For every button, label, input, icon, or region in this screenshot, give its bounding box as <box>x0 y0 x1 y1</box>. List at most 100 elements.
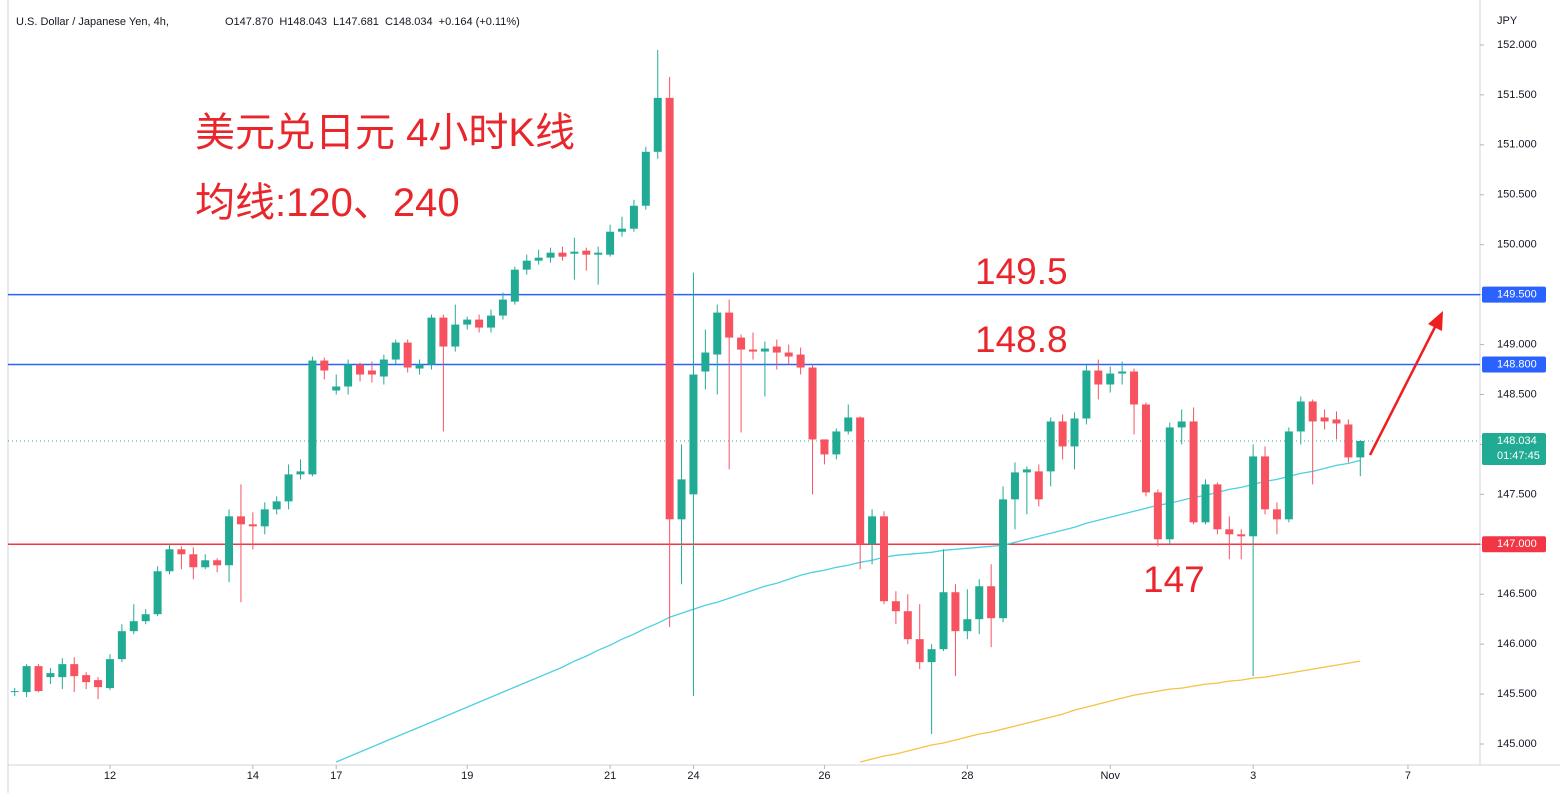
candle-body <box>367 370 376 375</box>
candle-body <box>105 659 114 689</box>
candle-body <box>999 499 1008 619</box>
candle-body <box>451 324 460 347</box>
level-label-box <box>1482 286 1546 303</box>
candle-body <box>1165 427 1174 540</box>
candle-body <box>760 348 769 352</box>
candle-body <box>748 349 757 352</box>
candle-body <box>320 360 329 371</box>
candle-body <box>1130 371 1139 405</box>
y-tick-label: 145.000 <box>1497 738 1537 750</box>
candle-body <box>1082 370 1091 419</box>
candle-body <box>1070 418 1079 447</box>
candle-body <box>415 364 424 369</box>
candle-body <box>820 439 829 455</box>
ohlc-value: +0.164 (+0.11%) <box>439 16 520 28</box>
candle-body <box>498 299 507 316</box>
ohlc-value: H148.043 <box>279 16 327 28</box>
candle-body <box>653 97 662 152</box>
x-tick-label: 21 <box>604 770 616 782</box>
candle-body <box>546 252 555 258</box>
chart-subtitle: 均线:120、240 <box>195 181 460 225</box>
candle-body <box>1344 424 1353 458</box>
candle-body <box>475 319 484 328</box>
candle-body <box>868 516 877 545</box>
candle-body <box>927 649 936 663</box>
candle-body <box>1213 484 1222 530</box>
candle-body <box>379 359 388 377</box>
candle-body <box>1356 441 1365 458</box>
candle-body <box>272 501 281 510</box>
candle-body <box>1272 509 1281 520</box>
candle-body <box>391 342 400 360</box>
candle-body <box>677 479 686 520</box>
candle-body <box>963 619 972 632</box>
y-tick-label: 152.000 <box>1497 39 1537 51</box>
x-tick-label: 17 <box>330 770 342 782</box>
x-tick-label: 14 <box>247 770 259 782</box>
candle-body <box>796 354 805 368</box>
candle-body <box>1094 370 1103 385</box>
candle-body <box>606 231 615 255</box>
x-tick-label: 26 <box>818 770 830 782</box>
candle-body <box>1153 492 1162 540</box>
candle-body <box>1261 456 1270 510</box>
y-tick-label: 151.500 <box>1497 89 1537 101</box>
candle-body <box>10 691 19 693</box>
candle-body <box>784 352 793 357</box>
candle-body <box>641 151 650 206</box>
candle-body <box>427 317 436 365</box>
level-label-box <box>1482 356 1546 373</box>
candle-body <box>1058 421 1067 447</box>
candle-body <box>82 675 91 683</box>
candle-body <box>129 621 138 632</box>
candle-body <box>225 516 234 566</box>
candle-body <box>629 205 638 229</box>
symbol-label: U.S. Dollar / Japanese Yen, 4h, <box>16 16 169 28</box>
candle-body <box>344 364 353 387</box>
level-label: 149.500 <box>1497 289 1537 301</box>
candle-body <box>594 252 603 255</box>
candle-body <box>522 260 531 270</box>
y-tick-label: 150.500 <box>1497 189 1537 201</box>
x-tick-label: 7 <box>1405 770 1411 782</box>
candle-body <box>558 252 567 257</box>
candle-body <box>1106 373 1115 385</box>
candle-body <box>332 386 341 391</box>
candle-body <box>356 364 365 375</box>
candle-body <box>570 251 579 254</box>
candle-body <box>1010 472 1019 500</box>
candle-body <box>987 586 996 619</box>
candle-body <box>213 560 222 566</box>
arrow <box>1368 324 1438 456</box>
candle-body <box>58 664 67 678</box>
candle-body <box>308 360 317 475</box>
candle-body <box>689 374 698 495</box>
candle-body <box>284 474 293 502</box>
countdown-label: 01:47:45 <box>1497 450 1540 462</box>
x-tick-label: 19 <box>461 770 473 782</box>
candle-body <box>975 586 984 620</box>
x-tick-label: 28 <box>961 770 973 782</box>
candle-body <box>248 524 257 527</box>
annotation: 147 <box>1143 559 1205 600</box>
candle-body <box>772 346 781 353</box>
last-price-box <box>1482 433 1546 466</box>
candle-body <box>915 639 924 663</box>
candle-body <box>1237 534 1246 537</box>
candle-body <box>1046 421 1055 472</box>
candle-body <box>1225 529 1234 535</box>
candle-body <box>165 549 174 572</box>
y-tick-label: 146.500 <box>1497 588 1537 600</box>
x-tick-label: Nov <box>1100 770 1120 782</box>
candle-body <box>46 673 55 678</box>
candle-body <box>1141 404 1150 493</box>
plot-area <box>8 49 1480 763</box>
ohlc-value: O147.870 <box>225 16 273 28</box>
candle-body <box>844 417 853 432</box>
y-tick-label: 148.500 <box>1497 388 1537 400</box>
y-tick-label: 147.500 <box>1497 488 1537 500</box>
ohlc-value: L147.681 <box>333 16 379 28</box>
annotation: 149.5 <box>975 251 1068 292</box>
y-tick-label: 146.000 <box>1497 638 1537 650</box>
